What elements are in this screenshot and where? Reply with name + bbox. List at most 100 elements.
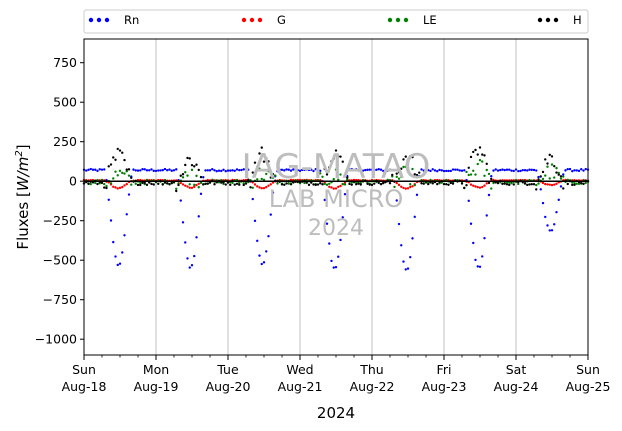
point	[521, 168, 524, 172]
point	[312, 169, 315, 173]
point	[242, 183, 245, 187]
x-tick-label: Tue Aug-20	[206, 362, 251, 394]
point	[229, 169, 232, 172]
point	[458, 169, 461, 172]
point	[271, 176, 275, 179]
y-tick-label: −250	[43, 213, 77, 228]
point	[163, 167, 167, 171]
point	[366, 168, 369, 172]
point	[361, 169, 365, 172]
point	[112, 156, 115, 159]
point	[91, 168, 95, 171]
point	[125, 213, 128, 216]
point	[325, 222, 329, 225]
point	[433, 169, 437, 172]
point	[339, 155, 342, 158]
point	[481, 255, 484, 258]
point	[357, 169, 360, 172]
point	[550, 229, 554, 232]
point	[568, 167, 572, 171]
point	[339, 184, 342, 188]
point	[186, 156, 189, 160]
point	[539, 175, 542, 178]
point	[582, 182, 585, 186]
point	[553, 183, 556, 186]
point	[478, 158, 482, 162]
point	[332, 177, 335, 181]
point	[168, 183, 171, 186]
point	[195, 174, 198, 178]
point	[496, 181, 500, 185]
point	[141, 168, 144, 171]
point	[159, 169, 162, 172]
point	[370, 183, 374, 187]
point	[546, 165, 549, 168]
point	[132, 168, 135, 171]
point	[154, 169, 158, 173]
point	[366, 182, 369, 185]
point	[260, 177, 263, 181]
point	[289, 182, 293, 186]
point	[127, 168, 131, 171]
point	[310, 181, 313, 184]
point	[415, 173, 419, 177]
point	[449, 181, 452, 185]
point	[445, 169, 448, 173]
vertical-gridlines	[155, 39, 517, 355]
point	[395, 199, 398, 202]
legend-marker	[545, 17, 551, 23]
point	[303, 181, 306, 185]
point	[535, 183, 538, 187]
point	[94, 168, 97, 171]
x-tick-label: Sat Aug-24	[494, 362, 539, 394]
point	[512, 169, 515, 173]
point	[427, 182, 430, 186]
point	[544, 174, 547, 177]
point	[89, 182, 92, 186]
point	[109, 219, 113, 222]
point	[460, 169, 464, 172]
point	[411, 237, 414, 240]
point	[258, 186, 261, 189]
point	[134, 169, 137, 172]
point	[465, 184, 468, 187]
point	[341, 182, 344, 186]
point	[127, 193, 131, 196]
point	[190, 163, 194, 167]
legend-entry-h: H	[537, 13, 582, 27]
point	[316, 169, 320, 173]
point	[116, 174, 119, 177]
point	[472, 150, 475, 154]
point	[256, 239, 259, 243]
legend-marker	[387, 17, 393, 23]
point	[501, 182, 504, 185]
point	[253, 219, 257, 223]
point	[96, 169, 99, 173]
point	[438, 168, 441, 172]
point	[584, 167, 587, 171]
point	[175, 168, 178, 171]
point	[195, 183, 198, 187]
point	[334, 168, 338, 171]
point	[229, 183, 232, 187]
point	[447, 183, 450, 187]
point	[411, 155, 414, 159]
point	[395, 175, 398, 179]
point	[321, 183, 324, 186]
point	[287, 182, 290, 185]
point	[359, 170, 362, 173]
point	[193, 183, 196, 187]
point	[368, 183, 371, 186]
legend-marker	[537, 17, 543, 23]
point	[404, 165, 407, 169]
x-axis-title: 2024	[317, 404, 355, 422]
point	[85, 169, 88, 172]
point	[114, 255, 117, 258]
point	[535, 188, 538, 191]
point	[152, 169, 155, 173]
point	[505, 183, 509, 186]
point	[103, 182, 106, 186]
point	[343, 192, 347, 196]
point	[541, 181, 545, 185]
point	[422, 169, 425, 172]
